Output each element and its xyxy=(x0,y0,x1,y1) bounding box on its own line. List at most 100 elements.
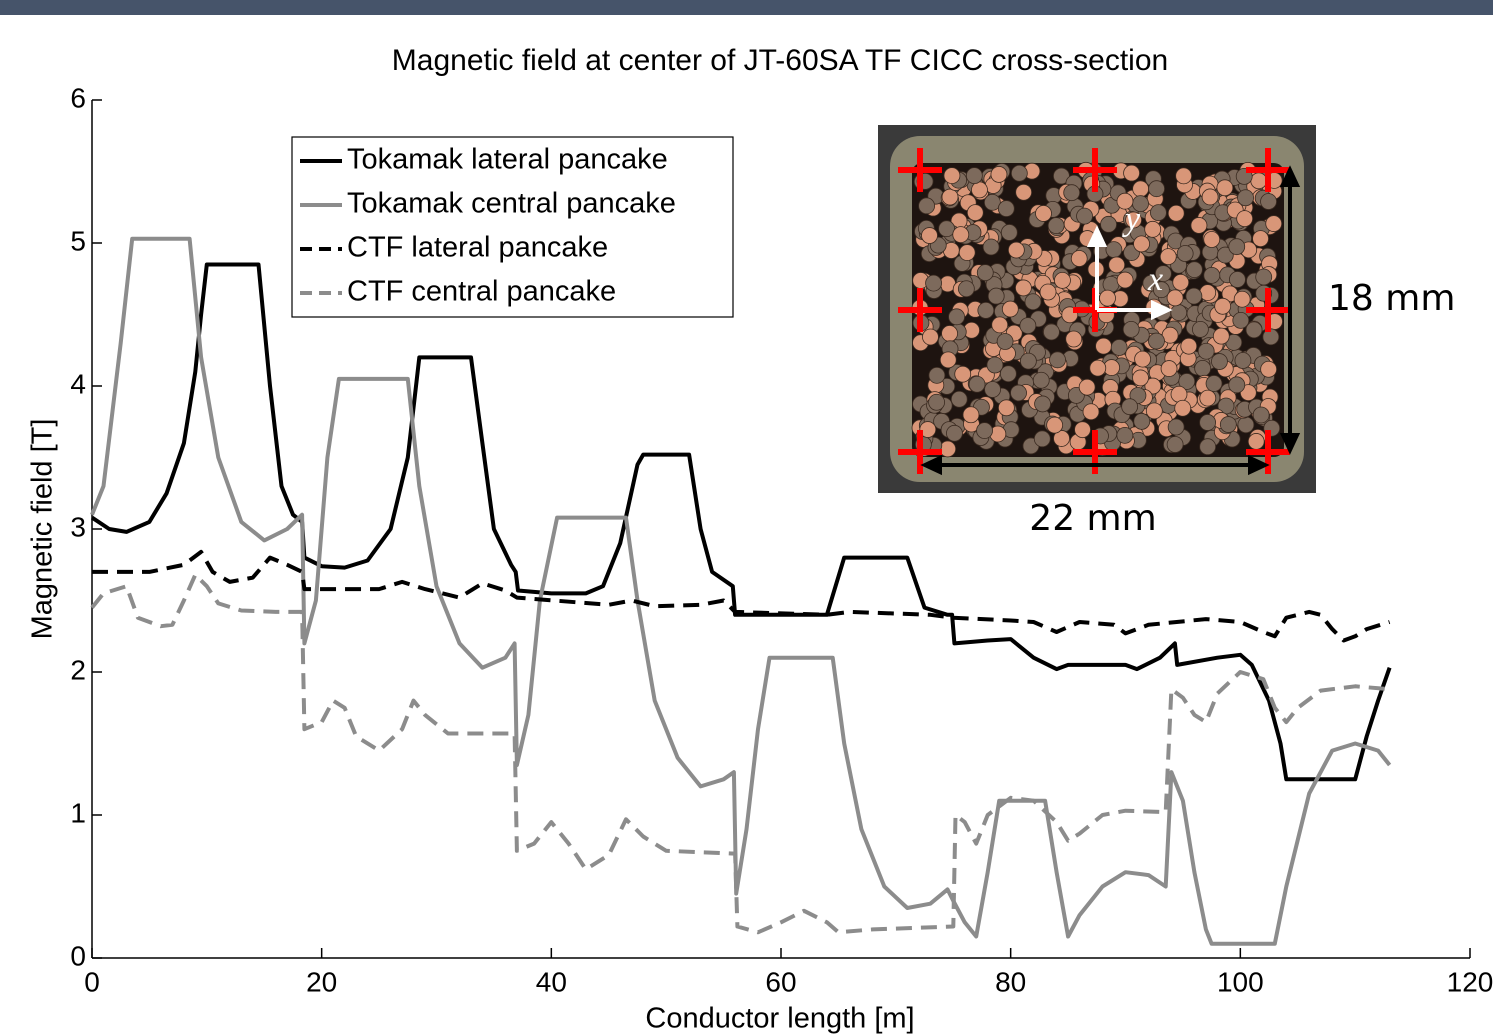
strand xyxy=(1199,414,1217,431)
inset-dimensions xyxy=(920,165,1301,476)
strand xyxy=(1034,395,1051,413)
strand xyxy=(1176,245,1194,262)
strand xyxy=(1070,250,1088,267)
strand xyxy=(1178,373,1196,390)
strand xyxy=(984,381,1001,398)
strand xyxy=(1134,350,1152,368)
strand xyxy=(1216,179,1234,197)
strand xyxy=(1019,317,1037,335)
strand xyxy=(1214,297,1232,315)
strand xyxy=(928,366,946,384)
strand xyxy=(1010,384,1027,402)
strand xyxy=(1043,323,1060,341)
strand xyxy=(1100,215,1117,233)
strand xyxy=(1172,273,1190,291)
strand xyxy=(999,365,1017,383)
y-tick-label: 0 xyxy=(70,940,86,971)
strand xyxy=(1001,300,1019,318)
strand xyxy=(1190,217,1208,234)
strand xyxy=(1170,304,1188,321)
strand xyxy=(939,351,957,369)
strand xyxy=(925,274,942,292)
strand xyxy=(1116,192,1134,210)
legend-box xyxy=(291,136,734,318)
legend-label: Tokamak lateral pancake xyxy=(347,144,668,176)
strand xyxy=(1153,281,1170,299)
strand xyxy=(1237,189,1254,207)
strand xyxy=(1148,180,1165,198)
strand xyxy=(971,181,988,199)
x-tick-label: 20 xyxy=(306,966,337,997)
arrow-head xyxy=(1248,454,1270,476)
strand xyxy=(1252,406,1270,424)
y-tick-label: 4 xyxy=(70,368,86,399)
strand xyxy=(996,333,1014,350)
strand xyxy=(1185,261,1203,279)
strand xyxy=(1199,438,1217,456)
strand xyxy=(1019,352,1037,370)
arrow-head xyxy=(1279,433,1301,455)
strand xyxy=(1150,204,1167,222)
strand xyxy=(1199,389,1217,407)
strand xyxy=(976,264,994,282)
strand xyxy=(1095,337,1112,355)
strand xyxy=(918,197,936,215)
strand xyxy=(941,188,959,206)
strand xyxy=(1024,293,1042,311)
strand xyxy=(1148,332,1165,350)
strand xyxy=(1132,180,1150,198)
strand xyxy=(1228,238,1246,256)
strand xyxy=(1199,284,1217,301)
strand xyxy=(986,356,1004,374)
strand xyxy=(1123,164,1140,182)
y-tick-label: 1 xyxy=(70,797,86,828)
strand xyxy=(1099,289,1116,307)
x-axis-label: Conductor length [m] xyxy=(645,1003,914,1034)
y-axis-label: Magnetic field [T] xyxy=(27,419,59,640)
strand xyxy=(1144,377,1162,395)
strand xyxy=(1076,207,1093,225)
strand xyxy=(950,390,968,408)
strand xyxy=(1033,430,1051,448)
strand xyxy=(1121,398,1139,416)
inset-x-label: x xyxy=(1147,261,1163,298)
strand xyxy=(1203,266,1221,284)
strand xyxy=(1185,287,1203,305)
strand xyxy=(1205,375,1223,392)
top-bar xyxy=(0,0,1493,15)
y-tick-label: 3 xyxy=(70,511,86,542)
x-tick-label: 80 xyxy=(995,966,1026,997)
strand xyxy=(1053,430,1070,447)
strand xyxy=(1145,402,1163,420)
strand xyxy=(1159,248,1177,266)
strand xyxy=(1015,279,1032,297)
strand xyxy=(1047,217,1065,235)
strand xyxy=(997,200,1015,217)
strand xyxy=(952,226,970,243)
strand xyxy=(1237,416,1255,434)
strand xyxy=(1105,241,1123,259)
strand xyxy=(1201,188,1219,206)
strand xyxy=(983,193,1001,211)
strand xyxy=(919,421,937,438)
strand xyxy=(1000,224,1018,241)
inset-height-label: 18 mm xyxy=(1328,278,1455,319)
chart-title: Magnetic field at center of JT-60SA TF C… xyxy=(392,44,1168,77)
strand xyxy=(965,167,983,185)
strand xyxy=(1116,271,1134,289)
strand xyxy=(1255,268,1273,286)
strand xyxy=(1166,289,1184,307)
series-line xyxy=(92,549,1391,643)
x-tick-label: 0 xyxy=(84,966,100,997)
strand xyxy=(1212,327,1230,345)
x-tick-label: 100 xyxy=(1217,966,1264,997)
strand xyxy=(1191,320,1209,338)
strand xyxy=(962,406,980,424)
inset-y-label: y xyxy=(1122,201,1141,238)
strand xyxy=(938,220,956,238)
arrow-head xyxy=(1279,165,1301,187)
strand xyxy=(1170,385,1188,403)
strand xyxy=(982,238,1000,256)
strand xyxy=(1053,167,1070,185)
arrow-head xyxy=(1086,225,1108,247)
